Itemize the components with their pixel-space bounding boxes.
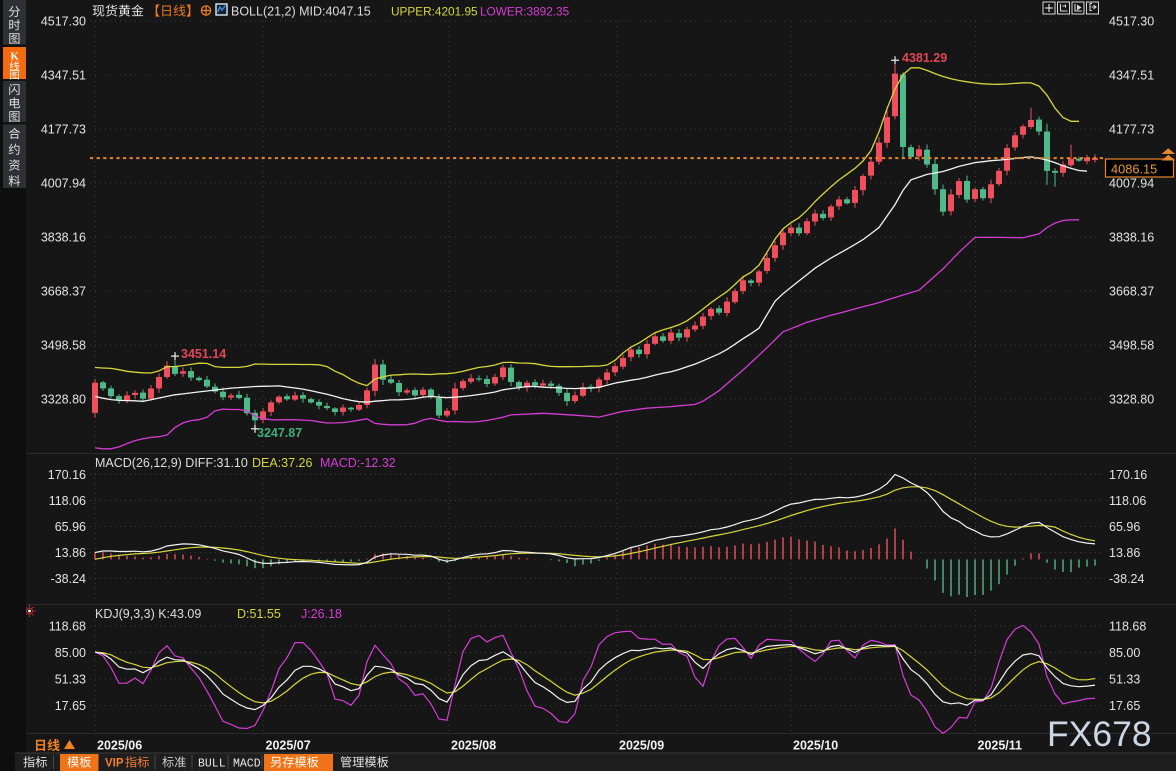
svg-text:170.16: 170.16 (48, 468, 86, 482)
svg-text:17.65: 17.65 (55, 699, 86, 713)
svg-text:UPPER:4201.95: UPPER:4201.95 (391, 5, 478, 19)
svg-text:BULL: BULL (198, 758, 226, 771)
svg-text:13.86: 13.86 (55, 546, 86, 560)
svg-text:3838.16: 3838.16 (41, 231, 86, 245)
svg-text:2025/11: 2025/11 (978, 739, 1023, 753)
svg-text:3498.58: 3498.58 (41, 339, 86, 353)
svg-text:3328.80: 3328.80 (1109, 393, 1154, 407)
svg-text:MACD: MACD (233, 758, 261, 771)
svg-text:65.96: 65.96 (55, 520, 86, 534)
svg-text:2025/09: 2025/09 (619, 739, 664, 753)
svg-text:4007.94: 4007.94 (1109, 177, 1154, 191)
svg-text:-38.24: -38.24 (1109, 572, 1144, 586)
svg-text:VIP: VIP (105, 758, 124, 770)
svg-text:51.33: 51.33 (1109, 673, 1140, 687)
svg-text:MACD:-12.32: MACD:-12.32 (320, 456, 396, 470)
svg-text:DEA:37.26: DEA:37.26 (252, 456, 313, 470)
svg-text:4347.51: 4347.51 (1109, 69, 1154, 83)
svg-text:17.65: 17.65 (1109, 699, 1140, 713)
svg-text:2025/07: 2025/07 (266, 739, 311, 753)
svg-text:85.00: 85.00 (55, 646, 86, 660)
svg-text:FX678: FX678 (1047, 714, 1152, 754)
svg-text:4177.73: 4177.73 (1109, 123, 1154, 137)
svg-text:4347.51: 4347.51 (41, 69, 86, 83)
svg-text:4381.29: 4381.29 (902, 51, 947, 65)
svg-text:2025/08: 2025/08 (451, 739, 496, 753)
svg-text:4086.15: 4086.15 (1111, 162, 1157, 177)
svg-text:170.16: 170.16 (1109, 468, 1147, 482)
svg-text:3668.37: 3668.37 (41, 285, 86, 299)
svg-text:3328.80: 3328.80 (41, 393, 86, 407)
svg-text:-38.24: -38.24 (51, 572, 86, 586)
svg-text:KDJ(9,3,3) K:43.09: KDJ(9,3,3) K:43.09 (95, 607, 201, 621)
svg-text:118.68: 118.68 (49, 620, 86, 634)
svg-text:85.00: 85.00 (1109, 646, 1140, 660)
svg-text:118.06: 118.06 (49, 494, 86, 508)
svg-text:D:51.55: D:51.55 (237, 607, 281, 621)
svg-text:4517.30: 4517.30 (1109, 15, 1154, 29)
svg-text:4007.94: 4007.94 (41, 177, 86, 191)
svg-text:118.06: 118.06 (1109, 494, 1146, 508)
svg-text:MACD(26,12,9) DIFF:31.10: MACD(26,12,9) DIFF:31.10 (95, 456, 248, 470)
svg-text:J:26.18: J:26.18 (301, 607, 342, 621)
svg-text:3838.16: 3838.16 (1109, 231, 1154, 245)
svg-text:4517.30: 4517.30 (41, 15, 86, 29)
svg-text:65.96: 65.96 (1109, 520, 1140, 534)
svg-text:BOLL(21,2) MID:4047.15: BOLL(21,2) MID:4047.15 (231, 5, 371, 19)
svg-text:3668.37: 3668.37 (1109, 285, 1154, 299)
svg-text:3451.14: 3451.14 (181, 347, 226, 361)
svg-text:3247.87: 3247.87 (257, 426, 302, 440)
svg-text:2025/10: 2025/10 (793, 739, 838, 753)
svg-text:LOWER:3892.35: LOWER:3892.35 (480, 5, 570, 19)
svg-text:118.68: 118.68 (1109, 620, 1146, 634)
svg-text:K: K (11, 52, 20, 63)
svg-text:51.33: 51.33 (55, 673, 86, 687)
svg-text:3498.58: 3498.58 (1109, 339, 1154, 353)
svg-text:13.86: 13.86 (1109, 546, 1140, 560)
svg-text:2025/06: 2025/06 (97, 739, 142, 753)
svg-text:4177.73: 4177.73 (41, 123, 86, 137)
